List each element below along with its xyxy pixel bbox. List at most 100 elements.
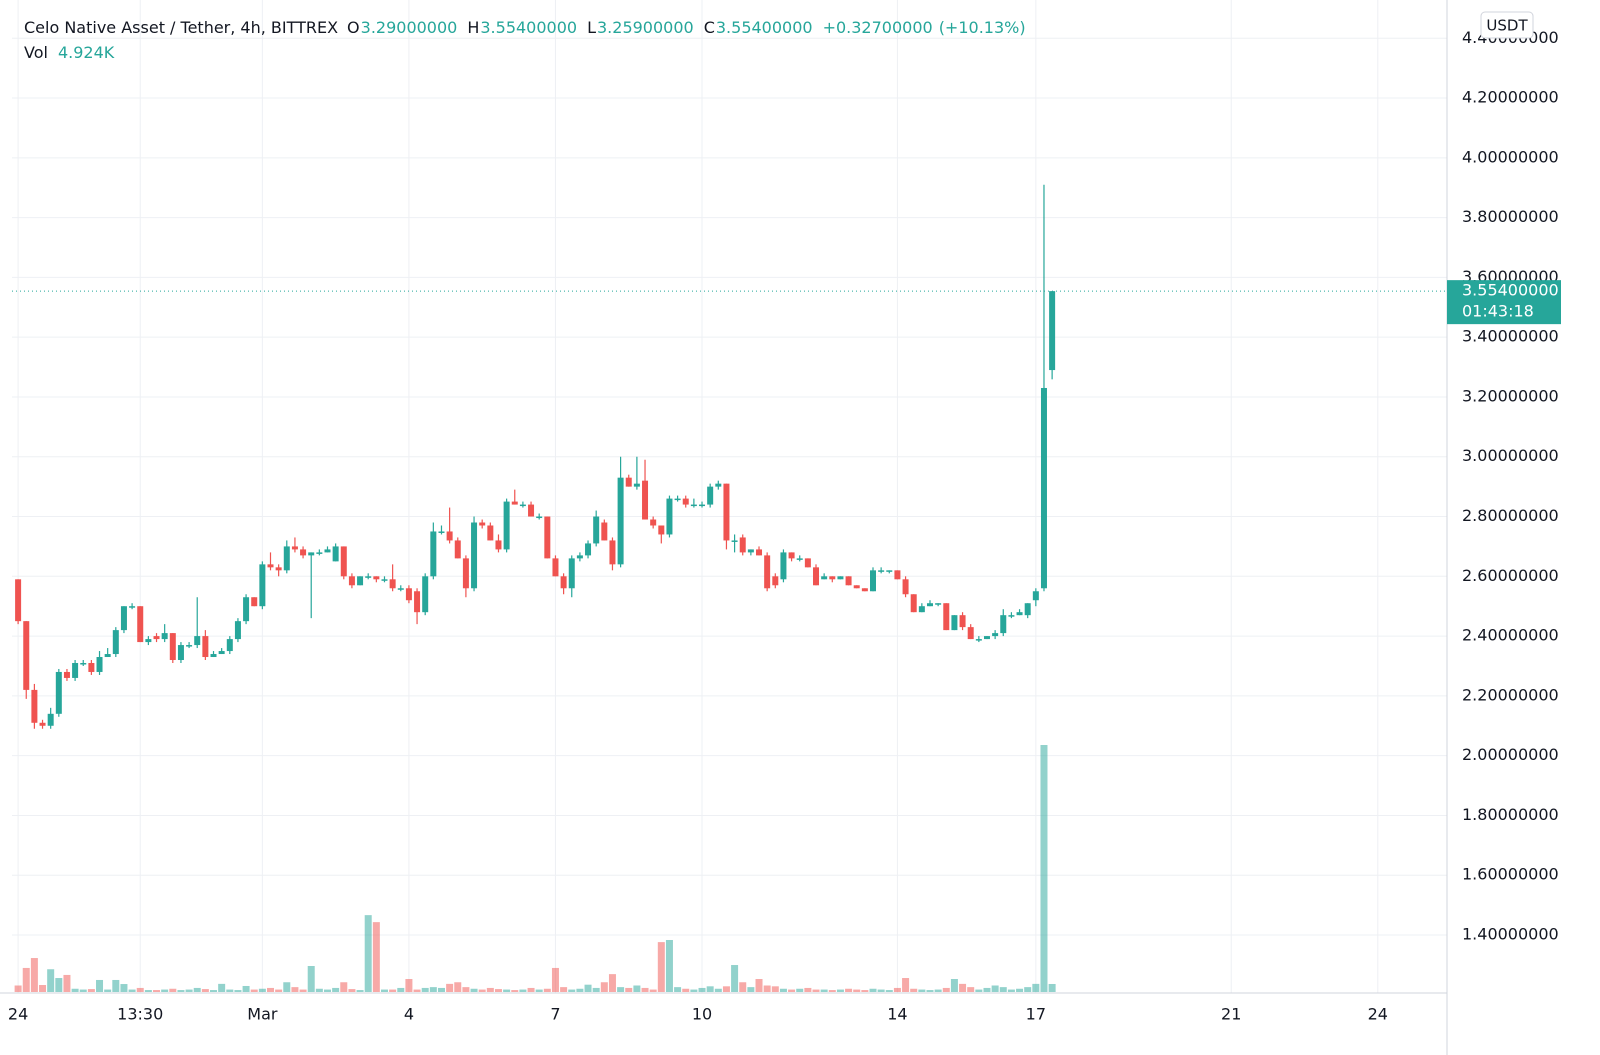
volume-bar [226,989,234,992]
y-tick-label: 3.00000000 [1462,446,1559,465]
candle-body [625,477,632,487]
volume-bar [275,989,283,992]
volume-bar [885,990,893,992]
volume-bar [63,974,71,992]
volume-bar [340,982,348,992]
y-tick-label: 3.80000000 [1462,207,1559,226]
x-tick-label: 24 [8,1005,28,1024]
legend-key: O [347,18,360,37]
volume-bar [291,987,299,992]
x-tick-label: 17 [1026,1005,1046,1024]
candle-body [886,570,893,572]
volume-bar [250,989,258,992]
candle-body [764,555,771,589]
volume-bar [1007,989,1015,992]
candle-body [992,633,999,637]
candle-body [177,645,184,661]
candle-body [552,558,559,577]
legend-value: 4.924K [58,43,115,62]
candle-body [503,501,510,550]
candle-body [528,504,535,517]
candle-body [161,633,168,640]
volume-bar [910,988,918,992]
candle-body [682,498,689,505]
volume-bar [600,982,608,992]
candle-body [275,567,282,571]
candle-body [218,651,225,655]
volume-bar [494,989,502,992]
volume-bar [511,990,519,992]
candle-body [63,671,70,678]
volume-bar [14,985,22,992]
volume-bar [869,988,877,992]
price-tag-value: 3.55400000 [1462,281,1559,300]
volume-bar [478,989,486,992]
x-tick-label: 24 [1368,1005,1388,1024]
volume-pane [14,745,1056,992]
candle-body [300,549,307,556]
candle-body [291,546,298,550]
candle-body [715,483,722,487]
candle-body [389,579,396,589]
volume-bar [771,986,779,992]
x-tick-label: 4 [404,1005,414,1024]
legend-key: C [704,18,715,37]
candle-body [699,504,706,507]
change-pct: (+10.13%) [939,18,1026,37]
volume-bar [747,987,755,992]
volume-bar [193,987,201,992]
candle-body [348,576,355,586]
candle-body [845,576,852,586]
candle-body [414,591,421,613]
volume-legend: Vol 4.924K [24,43,115,62]
volume-bar [674,987,682,992]
candle-body [194,636,201,646]
volume-bar [315,988,323,992]
currency-badge[interactable] [1480,11,1534,39]
legend-value: 3.55400000 [716,18,813,37]
currency: USDT [1486,17,1528,35]
volume-bar [690,989,698,992]
candle-body [943,603,950,631]
legend-key: Vol [24,43,48,62]
volume-bar [39,985,47,992]
y-tick-label: 3.40000000 [1462,327,1559,346]
candle-body [650,519,657,526]
change: +0.32700000 [823,18,933,37]
axes: 1.40000000 1.60000000 1.80000000 2.00000000… [8,28,1561,1024]
volume-bar [706,986,714,992]
candle-body [593,516,600,544]
candle-body [430,531,437,577]
candle-body [31,689,38,723]
candle-body [959,615,966,628]
volume-bar [877,989,885,992]
candle-body [365,576,372,578]
candle-body [137,606,144,643]
volume-bar [299,989,307,992]
candle-body [560,576,567,589]
volume-bar [307,966,315,992]
candle-body [519,504,526,507]
volume-bar [975,989,983,992]
candle-body [120,606,127,631]
volume-bar [356,990,364,992]
candle-body [617,477,624,565]
candle-body [601,522,608,541]
volume-bar [332,987,340,992]
volume-bar [1024,987,1032,992]
candle-body [373,576,380,580]
candle-body [731,540,738,542]
volume-bar [380,989,388,992]
volume-bar [1040,745,1048,992]
volume-bar [950,979,958,992]
y-tick-label: 1.60000000 [1462,865,1559,884]
y-tick-label: 3.20000000 [1462,386,1559,405]
candle-body [267,564,274,568]
volume-bar [348,989,356,992]
candle-body [853,585,860,589]
candle-body [918,606,925,613]
volume-bar [323,989,331,992]
volume-bar [739,982,747,992]
candle-body [1032,591,1039,601]
volume-bar [902,978,910,992]
